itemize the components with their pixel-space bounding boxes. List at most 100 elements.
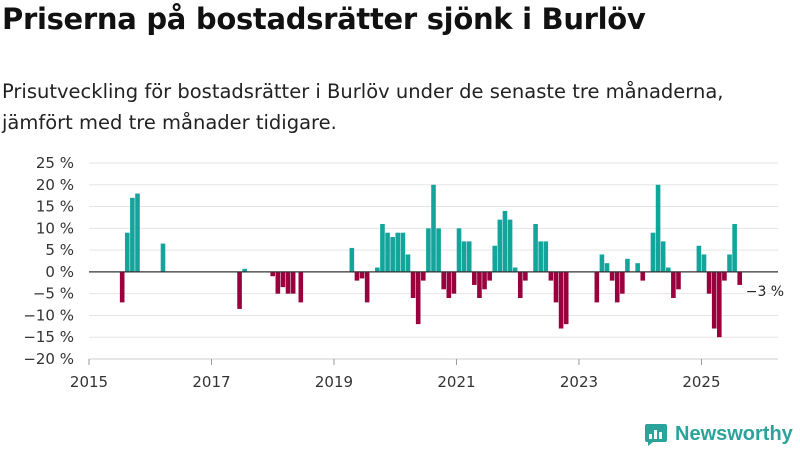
bar-negative [482, 271, 487, 290]
bar-negative [290, 271, 296, 294]
x-tick-label: 2019 [315, 373, 353, 390]
bar-positive [512, 267, 518, 272]
bar-negative [558, 271, 564, 329]
bar-positive [349, 247, 355, 272]
bar-negative [441, 271, 447, 290]
bar-negative [523, 271, 528, 281]
bar-chart: 25 % 20 % 15 % 10 % 5 % 0 % −5 % −10 % −15 % −20 … [23, 154, 785, 390]
bar-positive [390, 237, 395, 272]
x-axis: 2015 2017 2019 2021 2023 2025 [70, 271, 778, 390]
bar-positive [665, 267, 671, 272]
bar-positive [436, 228, 441, 272]
bar-positive [461, 241, 467, 272]
bar-positive [395, 232, 401, 272]
x-tick-label: 2017 [192, 373, 230, 390]
annotation-label: −3 % [746, 284, 784, 300]
bar-negative [609, 271, 615, 281]
bar-positive [375, 267, 380, 272]
bar-negative [671, 271, 676, 299]
bar-positive [543, 241, 549, 272]
bar-positive [466, 241, 472, 272]
page-title: Priserna på bostadsrätter sjönk i Burlöv [2, 2, 646, 36]
bar-positive [599, 254, 605, 272]
bar-negative [446, 271, 452, 299]
newsworthy-logo-icon [645, 424, 667, 446]
y-tick-label: −15 % [23, 328, 74, 346]
brand-logo: Newsworthy [643, 420, 793, 448]
bar-positive [405, 254, 411, 272]
bar-positive [160, 243, 166, 272]
bar-negative [298, 271, 304, 303]
y-tick-label: −20 % [23, 350, 74, 368]
x-tick-label: 2021 [437, 373, 475, 390]
brand-name: Newsworthy [675, 422, 793, 445]
bar-negative [119, 271, 125, 303]
bar-negative [722, 271, 727, 281]
bar-negative [706, 271, 712, 294]
bar-positive [533, 223, 538, 272]
bar-positive [727, 254, 732, 272]
bar-negative [563, 271, 569, 325]
bar-negative [640, 271, 646, 281]
x-tick-label: 2015 [70, 373, 108, 390]
bar-negative [472, 271, 477, 285]
bar-positive [625, 258, 630, 272]
x-tick-label: 2025 [682, 373, 720, 390]
x-tick-label: 2023 [560, 373, 598, 390]
bar-negative [285, 271, 291, 294]
bar-negative [711, 271, 717, 329]
bar-negative [717, 271, 722, 338]
bar-positive [538, 241, 543, 272]
bar-negative [477, 271, 482, 299]
bar-negative [451, 271, 457, 294]
bar-positive [400, 232, 406, 272]
y-tick-label: 20 % [36, 176, 74, 194]
y-tick-label: 15 % [36, 198, 74, 216]
y-axis-labels: 25 % 20 % 15 % 10 % 5 % 0 % −5 % −10 % −15 % −20 … [23, 154, 74, 368]
bar-negative [237, 271, 242, 309]
bar-negative [364, 271, 370, 303]
bar-positive [242, 268, 247, 272]
bar-positive [701, 254, 707, 272]
bar-negative [354, 271, 360, 281]
bar-negative [410, 271, 416, 299]
bar-positive [604, 263, 610, 272]
bar-negative [676, 271, 681, 290]
y-tick-label: 5 % [45, 241, 74, 259]
y-tick-label: 0 % [45, 263, 74, 281]
bar-positive [456, 228, 462, 272]
y-tick-label: 25 % [36, 154, 74, 172]
bar-positive [507, 219, 513, 272]
bar-positive [426, 228, 431, 272]
bar-negative [614, 271, 620, 303]
bar-positive [385, 232, 390, 272]
bar-negative [359, 271, 365, 279]
subtitle: Prisutveckling för bostadsrätter i Burlö… [2, 80, 724, 134]
y-tick-label: −10 % [23, 306, 74, 324]
bar-positive [124, 232, 130, 272]
bar-negative [280, 271, 286, 288]
bar-positive [696, 245, 702, 272]
bar-positive [502, 210, 508, 272]
bar-negative [553, 271, 559, 303]
bar-positive [492, 245, 498, 272]
bar-negative [517, 271, 523, 299]
bar-negative [620, 271, 625, 294]
bar-positive [650, 232, 656, 272]
bar-positive [655, 184, 661, 272]
bar-positive [635, 263, 640, 272]
bar-positive [732, 223, 737, 272]
bar-positive [431, 184, 436, 272]
bar-positive [380, 223, 385, 272]
bar-positive [130, 197, 135, 272]
bar-positive [660, 241, 666, 272]
y-tick-label: −5 % [33, 285, 74, 303]
bars [119, 184, 743, 338]
bar-positive [497, 219, 503, 272]
bar-negative [487, 271, 492, 281]
annotation: −3 % [744, 282, 785, 301]
bar-negative [594, 271, 600, 303]
bar-negative [737, 271, 743, 285]
bar-negative [415, 271, 421, 325]
bar-negative [420, 271, 426, 281]
